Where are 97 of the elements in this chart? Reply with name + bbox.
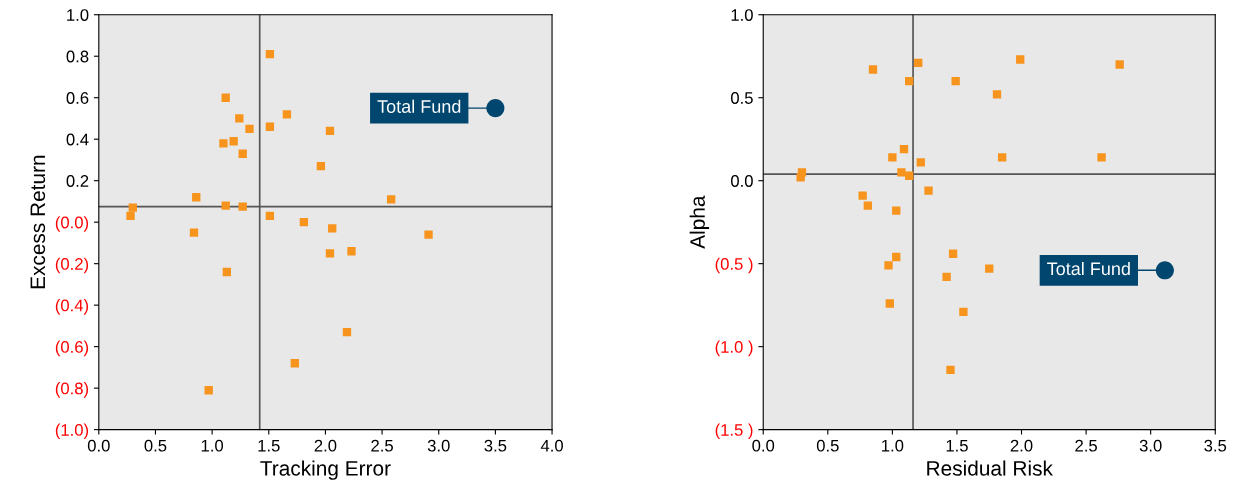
point bbox=[424, 230, 433, 239]
y-axis-title: Excess Return bbox=[30, 155, 46, 289]
point bbox=[1155, 261, 1174, 280]
x-axis-title: Tracking Error bbox=[260, 460, 391, 480]
point bbox=[265, 211, 275, 221]
point bbox=[235, 114, 244, 123]
x-tick-label: 0.0 bbox=[752, 439, 775, 452]
x-tick-label: 2.5 bbox=[371, 439, 393, 452]
point bbox=[924, 186, 933, 195]
point bbox=[948, 249, 958, 258]
y-tick-label: 1.0 bbox=[731, 9, 753, 21]
x-axis-title: Residual Risk bbox=[927, 460, 1053, 476]
y-tick-label: (0.2) bbox=[55, 257, 89, 274]
x-tick-label: 3.0 bbox=[427, 439, 450, 452]
point bbox=[189, 228, 199, 237]
point bbox=[192, 193, 201, 202]
point bbox=[899, 144, 909, 154]
legend-label: Total Fund bbox=[1047, 261, 1130, 276]
y-tick-label: 0.0 bbox=[730, 175, 753, 187]
point bbox=[905, 76, 914, 86]
y-tick-label: 0.4 bbox=[66, 133, 89, 146]
y-tick-label: (0.4) bbox=[55, 299, 89, 315]
point bbox=[222, 267, 232, 277]
y-tick-label: (1.0) bbox=[55, 423, 89, 440]
x-tick-label: 0.5 bbox=[816, 439, 839, 452]
point bbox=[325, 126, 335, 136]
point bbox=[245, 124, 254, 133]
y-tick-label: (1.5 ) bbox=[715, 423, 753, 440]
y-tick-label: (0.8) bbox=[55, 382, 89, 398]
x-tick-label: 2.0 bbox=[314, 439, 337, 452]
x-tick-label: 3.5 bbox=[484, 439, 507, 452]
point bbox=[290, 359, 299, 368]
y-tick-label: (0.6) bbox=[55, 340, 89, 357]
point bbox=[942, 272, 951, 282]
y-tick-label: 1.0 bbox=[67, 9, 89, 21]
point bbox=[863, 201, 872, 210]
point bbox=[1016, 55, 1025, 64]
x-tick-label: 2.0 bbox=[1010, 439, 1033, 452]
point bbox=[992, 90, 1002, 99]
y-tick-label: (1.0 ) bbox=[715, 340, 753, 357]
point bbox=[238, 149, 247, 158]
x-tick-label: 0.0 bbox=[87, 439, 110, 452]
point bbox=[1097, 153, 1106, 162]
point bbox=[265, 49, 275, 59]
point bbox=[347, 247, 356, 256]
x-tick-label: 1.5 bbox=[946, 439, 968, 452]
point bbox=[885, 299, 894, 308]
point bbox=[959, 307, 968, 316]
point bbox=[486, 99, 505, 118]
point bbox=[316, 162, 326, 171]
point bbox=[342, 327, 352, 337]
y-axis-title: Alpha bbox=[689, 195, 710, 249]
point bbox=[386, 195, 396, 204]
point bbox=[126, 211, 135, 221]
point bbox=[985, 264, 994, 273]
point bbox=[884, 261, 893, 270]
x-tick-label: 4.0 bbox=[540, 439, 563, 452]
y-tick-label: (0.5 ) bbox=[715, 257, 753, 274]
point bbox=[221, 201, 230, 210]
point bbox=[219, 139, 228, 148]
x-tick-label: 0.5 bbox=[144, 439, 167, 452]
point bbox=[997, 153, 1007, 162]
y-tick-label: (0.0) bbox=[55, 216, 89, 232]
y-tick-label: 0.6 bbox=[66, 92, 89, 104]
point bbox=[916, 158, 925, 167]
point bbox=[204, 386, 213, 395]
point bbox=[796, 173, 805, 182]
x-tick-label: 3.5 bbox=[1204, 439, 1227, 452]
point bbox=[951, 76, 960, 86]
point bbox=[325, 249, 335, 258]
point bbox=[905, 171, 914, 180]
point bbox=[897, 168, 906, 177]
point bbox=[238, 202, 247, 211]
x-tick-label: 3.0 bbox=[1139, 439, 1162, 452]
x-tick-label: 2.5 bbox=[1075, 439, 1097, 452]
point bbox=[265, 122, 275, 131]
point bbox=[328, 224, 337, 233]
y-tick-label: 0.2 bbox=[66, 175, 89, 187]
point bbox=[858, 191, 867, 200]
point bbox=[128, 203, 137, 212]
point bbox=[892, 252, 901, 262]
point bbox=[946, 365, 955, 375]
x-tick-label: 1.5 bbox=[258, 439, 280, 452]
point bbox=[914, 58, 923, 68]
point bbox=[888, 153, 897, 162]
y-tick-label: 0.5 bbox=[730, 92, 753, 104]
point bbox=[1115, 60, 1124, 69]
point bbox=[221, 93, 230, 102]
x-tick-label: 1.0 bbox=[201, 439, 224, 452]
x-tick-label: 1.0 bbox=[882, 439, 904, 452]
legend-label: Total Fund bbox=[377, 99, 461, 113]
point bbox=[299, 218, 309, 227]
point bbox=[868, 65, 878, 74]
point bbox=[229, 137, 238, 146]
point bbox=[282, 110, 292, 119]
point bbox=[892, 206, 901, 215]
y-tick-label: 0.8 bbox=[66, 50, 89, 63]
